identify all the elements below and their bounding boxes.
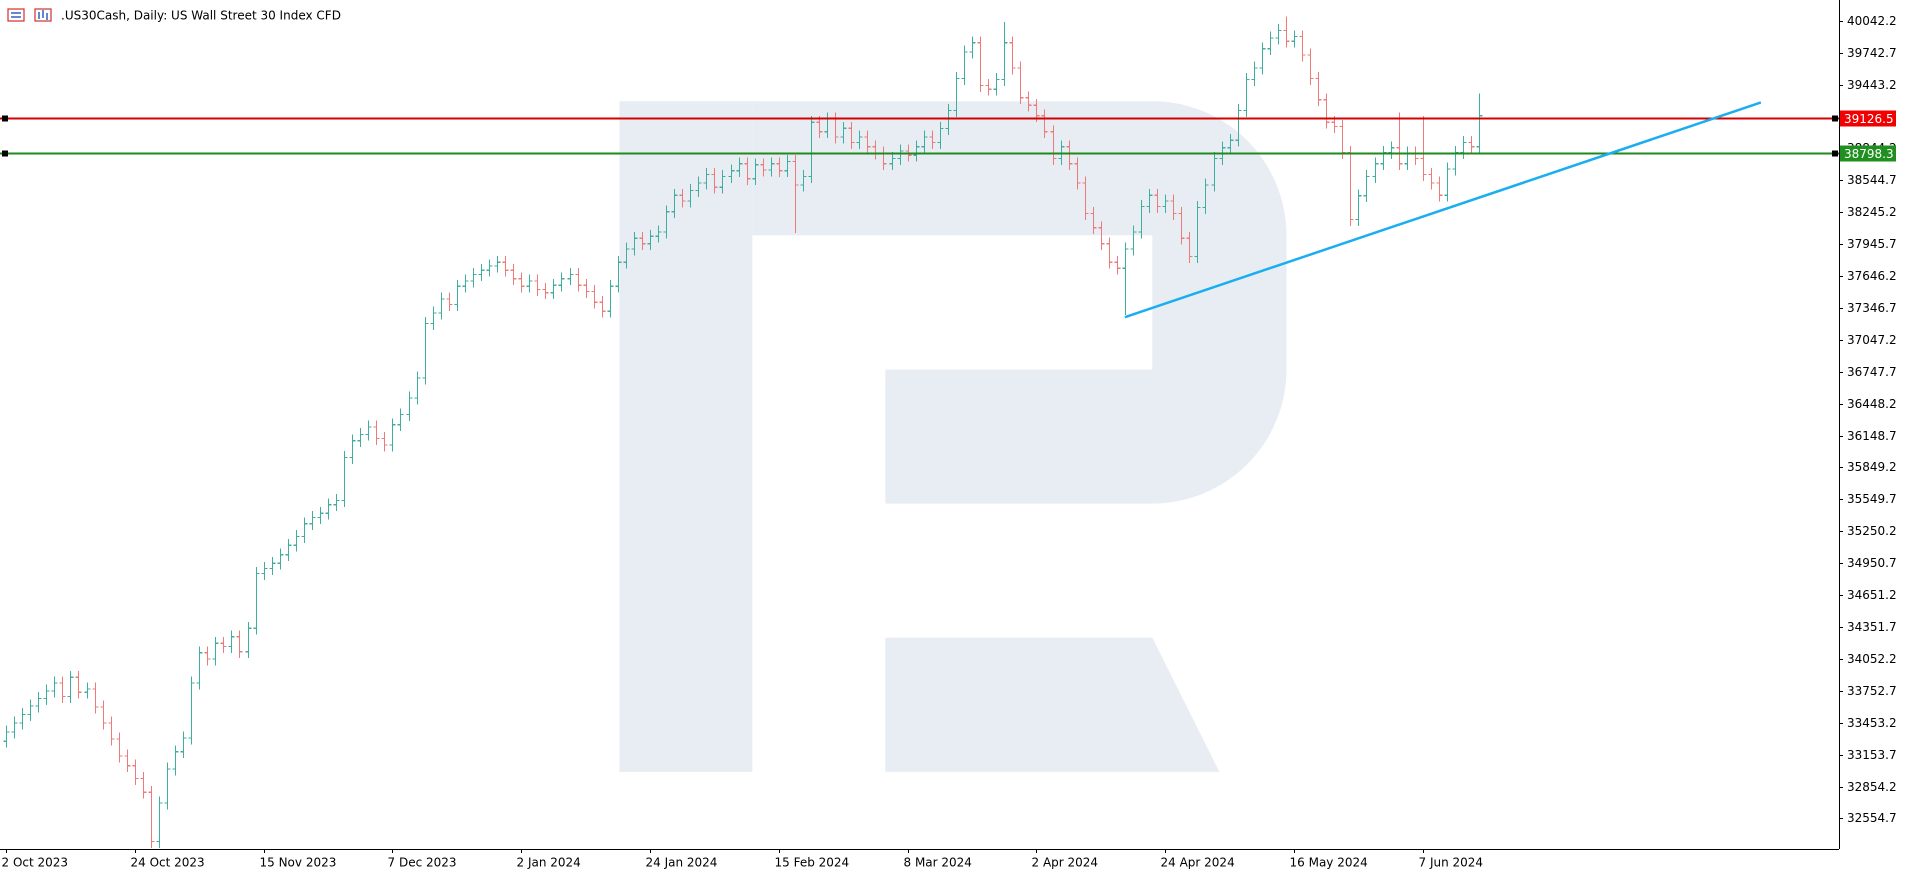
y-tick-label: 33752.7 <box>1847 684 1897 698</box>
y-tick-label: 33153.7 <box>1847 748 1897 762</box>
y-tick-label: 40042.2 <box>1847 14 1897 28</box>
y-tick-label: 37346.7 <box>1847 301 1897 315</box>
y-tick-label: 37945.7 <box>1847 237 1897 251</box>
level-label-box <box>1840 145 1896 162</box>
x-tick-label: 2 Oct 2023 <box>2 856 69 870</box>
level-handle <box>1832 150 1838 157</box>
y-tick-label: 38544.7 <box>1847 173 1897 187</box>
y-tick-label: 32554.7 <box>1847 811 1897 825</box>
x-tick-label: 2 Apr 2024 <box>1032 856 1099 870</box>
x-tick-label: 24 Oct 2023 <box>131 856 205 870</box>
y-tick-label: 34950.7 <box>1847 556 1897 570</box>
y-tick-label: 32854.2 <box>1847 780 1897 794</box>
x-tick-label: 15 Feb 2024 <box>775 856 850 870</box>
y-tick-label: 39742.7 <box>1847 46 1897 60</box>
y-tick-label: 37047.2 <box>1847 333 1897 347</box>
level-handle <box>2 150 8 157</box>
watermark <box>619 101 1287 772</box>
x-tick-label: 24 Jan 2024 <box>646 856 718 870</box>
y-tick-label: 35549.7 <box>1847 492 1897 506</box>
y-tick-label: 35849.2 <box>1847 460 1897 474</box>
x-tick-label: 15 Nov 2023 <box>260 856 337 870</box>
level-label: 38798.3 <box>1844 147 1894 161</box>
x-tick-label: 24 Apr 2024 <box>1161 856 1235 870</box>
y-tick-label: 34052.2 <box>1847 652 1897 666</box>
y-tick-label: 34651.2 <box>1847 588 1897 602</box>
y-tick-label: 39443.2 <box>1847 78 1897 92</box>
level-label: 39126.5 <box>1844 112 1894 126</box>
y-tick-label: 36148.7 <box>1847 429 1897 443</box>
trendline <box>1124 101 1762 319</box>
x-tick-label: 7 Dec 2023 <box>388 856 457 870</box>
level-handle <box>2 115 8 122</box>
x-tick-label: 7 Jun 2024 <box>1419 856 1484 870</box>
y-tick-label: 38245.2 <box>1847 205 1897 219</box>
y-tick-label: 33453.2 <box>1847 716 1897 730</box>
x-tick-label: 2 Jan 2024 <box>517 856 581 870</box>
y-tick-label: 36448.2 <box>1847 397 1897 411</box>
x-tick-label: 16 May 2024 <box>1290 856 1368 870</box>
y-tick-label: 37646.2 <box>1847 269 1897 283</box>
x-tick-label: 8 Mar 2024 <box>904 856 972 870</box>
y-tick-label: 35250.2 <box>1847 524 1897 538</box>
chart-title: .US30Cash, Daily: US Wall Street 30 Inde… <box>61 9 341 23</box>
level-label-box <box>1840 110 1896 127</box>
y-tick-label: 34351.7 <box>1847 620 1897 634</box>
bars <box>3 16 1483 848</box>
y-tick-label: 36747.7 <box>1847 365 1897 379</box>
level-handle <box>1832 115 1838 122</box>
toolbar-icons[interactable] <box>7 8 52 22</box>
